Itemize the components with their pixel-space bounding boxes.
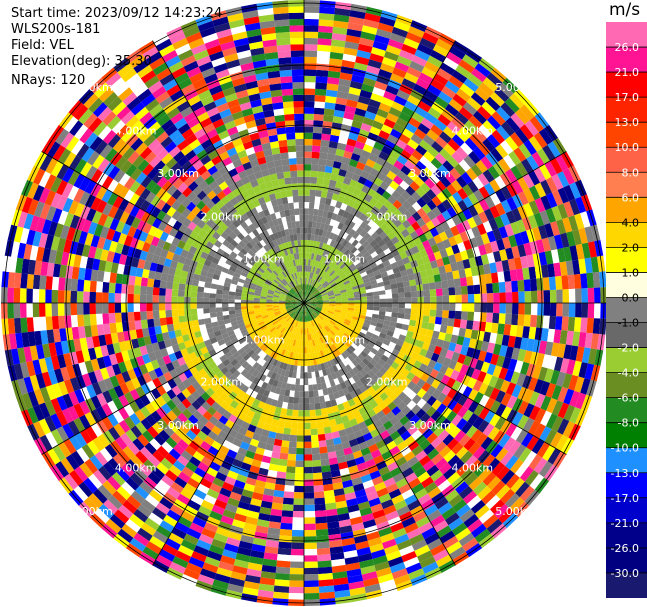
colorbar-swatch: [606, 197, 647, 223]
colorbar-tick-label: -17.0: [611, 492, 639, 505]
radar-plot: 1.00km 1.00km 1.00km 1.00km 2.00km 2.00km 2.00…: [1, 0, 607, 606]
range-ring-label: 5.00km: [495, 505, 537, 518]
azimuth-spoke: [152, 302, 305, 566]
colorbar-tick-label: -4.0: [618, 367, 639, 380]
colorbar-tick-label: 17.0: [615, 91, 640, 104]
range-ring-label: 1.00km: [243, 333, 285, 346]
colorbar-tick-label: -21.0: [611, 517, 639, 530]
colorbar-swatch: [606, 472, 647, 499]
colorbar-tick-label: 1.0: [622, 266, 640, 279]
colorbar-swatch: [606, 372, 647, 399]
colorbar-tick-label: -6.0: [618, 392, 639, 405]
colorbar-swatch: [606, 547, 647, 574]
colorbar-swatch: [606, 497, 647, 524]
field-name: Field: VEL: [11, 38, 74, 53]
colorbar-swatch: [606, 122, 647, 148]
radar-cells: [1, 0, 607, 606]
colorbar-tick-label: -8.0: [618, 417, 639, 430]
colorbar-tick-label: 2.0: [622, 241, 640, 254]
colorbar: 26.0 21.0 17.0 13.0 10.0 8.0 6.0 4.0 2.0 1.0 0.0 -1…: [606, 22, 647, 598]
range-ring-label: 2.00km: [201, 210, 243, 223]
colorbar-tick-label: 6.0: [622, 191, 640, 204]
azimuth-spoke: [41, 302, 305, 455]
colorbar-tick-label: 0.0: [622, 291, 640, 304]
colorbar-tick-label: -1.0: [618, 317, 639, 330]
colorbar-tick-label: -10.0: [611, 442, 639, 455]
azimuth-spoke: [303, 302, 456, 566]
azimuth-spoke: [41, 151, 305, 304]
colorbar-swatch: [606, 22, 647, 48]
instrument-name: WLS200s-181: [11, 22, 101, 37]
range-ring-label: 3.00km: [157, 167, 199, 180]
colorbar-swatch: [606, 172, 647, 198]
range-ring-label: 4.00km: [452, 461, 494, 474]
range-ring-label: 5.00km: [495, 81, 537, 94]
colorbar-tick-label: 4.0: [622, 216, 640, 229]
range-ring-label: 2.00km: [366, 210, 408, 223]
colorbar-tick-label: 10.0: [615, 141, 640, 154]
nrays: NRays: 120: [11, 73, 86, 88]
colorbar-swatch: [606, 72, 647, 98]
colorbar-swatch: [606, 522, 647, 549]
range-ring-label: 1.00km: [243, 253, 285, 266]
range-ring-label: 5.00km: [71, 81, 113, 94]
range-ring-label: 1.00km: [324, 253, 366, 266]
range-ring-label: 5.00km: [71, 505, 113, 518]
elevation: Elevation(deg): 35.30: [11, 54, 152, 69]
colorbar-tick-label: -13.0: [611, 467, 639, 480]
colorbar-swatch: [606, 297, 647, 324]
info-block: Start time: 2023/09/12 14:23:24 WLS200s-…: [11, 6, 222, 89]
range-ring-label: 4.00km: [115, 461, 157, 474]
colorbar-swatch: [606, 397, 647, 424]
colorbar-swatch: [606, 422, 647, 449]
colorbar-tick-label: -30.0: [611, 567, 639, 580]
colorbar-swatch: [606, 47, 647, 73]
azimuth-spoke: [152, 40, 305, 304]
colorbar-swatch: [606, 247, 647, 273]
range-ring-label: 4.00km: [115, 125, 157, 138]
ring-labels: 1.00km 1.00km 1.00km 1.00km 2.00km 2.00km 2.00…: [71, 81, 537, 518]
colorbar-unit: m/s: [609, 0, 641, 20]
colorbar-swatch: [606, 147, 647, 173]
spokes: [1, 0, 607, 606]
colorbar-swatch: [606, 222, 647, 248]
azimuth-spoke: [303, 302, 567, 455]
range-ring-label: 4.00km: [452, 125, 494, 138]
azimuth-spoke: [303, 40, 456, 304]
colorbar-tick-label: 21.0: [615, 66, 640, 79]
colorbar-tick-label: 13.0: [615, 116, 640, 129]
colorbar-swatch: [606, 97, 647, 123]
range-ring-label: 3.00km: [409, 419, 451, 432]
colorbar-swatch: [606, 447, 647, 474]
range-ring-label: 1.00km: [324, 333, 366, 346]
colorbar-tick-label: 26.0: [615, 41, 640, 54]
range-ring-label: 2.00km: [366, 376, 408, 389]
colorbar-swatch: [606, 347, 647, 374]
colorbar-tick-label: -2.0: [618, 342, 639, 355]
azimuth-spoke: [303, 151, 567, 304]
start-time: Start time: 2023/09/12 14:23:24: [11, 6, 223, 21]
colorbar-tick-label: 8.0: [622, 166, 640, 179]
range-ring-label: 2.00km: [201, 376, 243, 389]
colorbar-swatch: [606, 572, 647, 598]
range-ring-label: 3.00km: [157, 419, 199, 432]
range-ring-label: 3.00km: [409, 167, 451, 180]
colorbar-swatch: [606, 322, 647, 349]
colorbar-tick-label: -26.0: [611, 542, 639, 555]
colorbar-swatch: [606, 272, 647, 298]
